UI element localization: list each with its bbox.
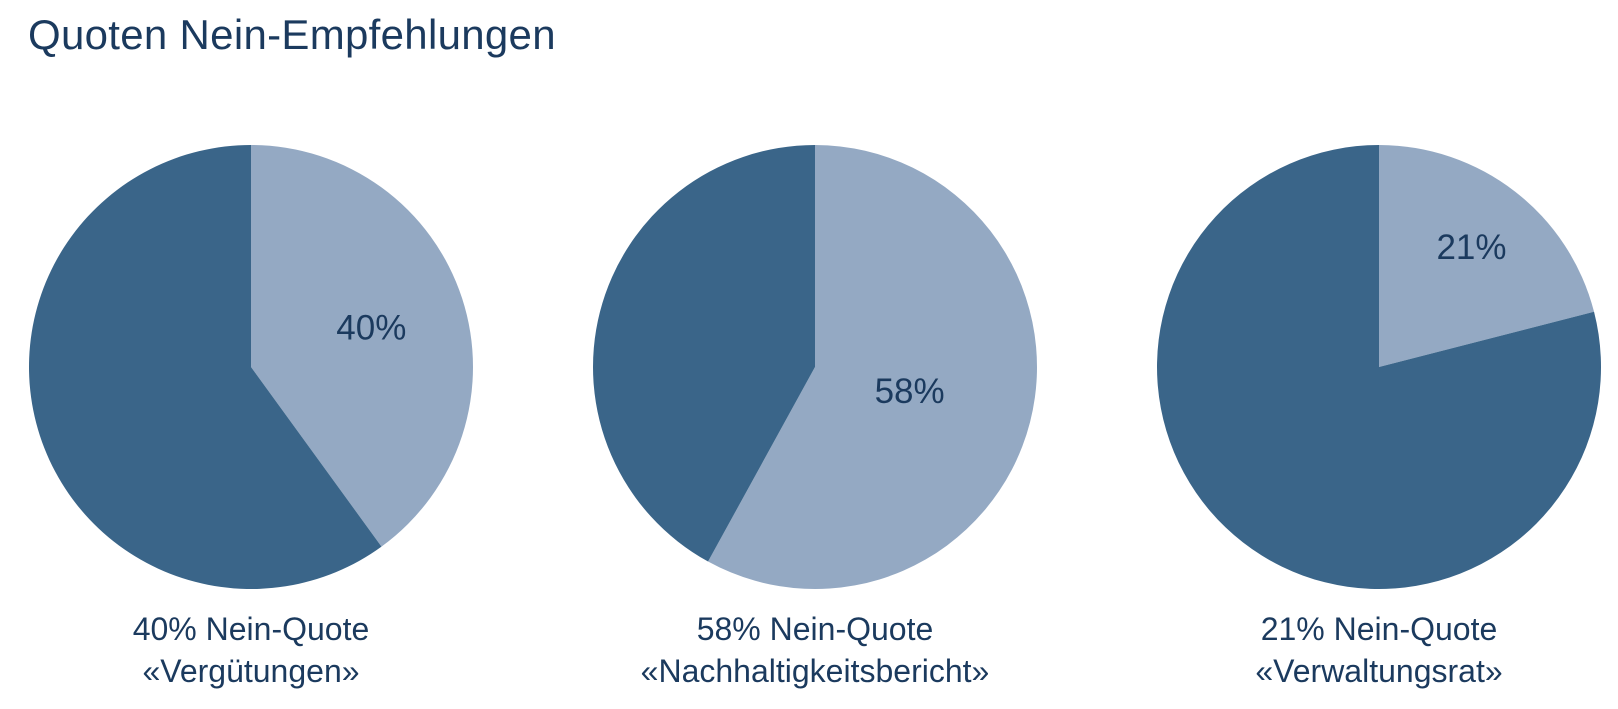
caption-line-2: «Vergütungen»: [142, 653, 360, 689]
slice-value-label: 40%: [336, 308, 406, 347]
pie-chart-nachhaltigkeitsbericht: 58% 58% Nein-Quote «Nachhaltigkeitsberic…: [590, 142, 1040, 692]
caption-line-1: 21% Nein-Quote: [1260, 611, 1498, 647]
pie-slice-highlight: [1379, 145, 1595, 367]
pie-chart-verguetungen: 40% 40% Nein-Quote «Vergütungen»: [26, 142, 476, 692]
pie-verwaltungsrat: 21%: [1157, 145, 1602, 589]
pie-verguetungen: 40%: [28, 145, 473, 589]
pie-caption-nachhaltigkeitsbericht: 58% Nein-Quote «Nachhaltigkeitsbericht»: [641, 608, 990, 692]
caption-line-2: «Nachhaltigkeitsbericht»: [640, 653, 990, 689]
page-title: Quoten Nein-Empfehlungen: [28, 11, 556, 58]
pie-charts-row: 40% 40% Nein-Quote «Vergütungen» 58% 58%…: [26, 142, 1618, 692]
slice-value-label: 21%: [1436, 228, 1506, 267]
pie-caption-verguetungen: 40% Nein-Quote «Vergütungen»: [133, 608, 370, 692]
caption-line-1: 40% Nein-Quote: [132, 611, 370, 647]
pie-slice-remainder: [592, 145, 815, 562]
pie-slice-highlight: [251, 145, 473, 547]
pie-caption-verwaltungsrat: 21% Nein-Quote «Verwaltungsrat»: [1255, 608, 1502, 692]
pie-slice-remainder: [1157, 145, 1602, 589]
pie-nachhaltigkeitsbericht: 58%: [592, 145, 1037, 589]
pie-chart-verwaltungsrat: 21% 21% Nein-Quote «Verwaltungsrat»: [1154, 142, 1604, 692]
pie-slice-highlight: [708, 145, 1037, 589]
slice-value-label: 58%: [875, 372, 945, 411]
pie-slice-remainder: [28, 145, 382, 589]
caption-line-1: 58% Nein-Quote: [696, 611, 934, 647]
caption-line-2: «Verwaltungsrat»: [1255, 653, 1503, 689]
